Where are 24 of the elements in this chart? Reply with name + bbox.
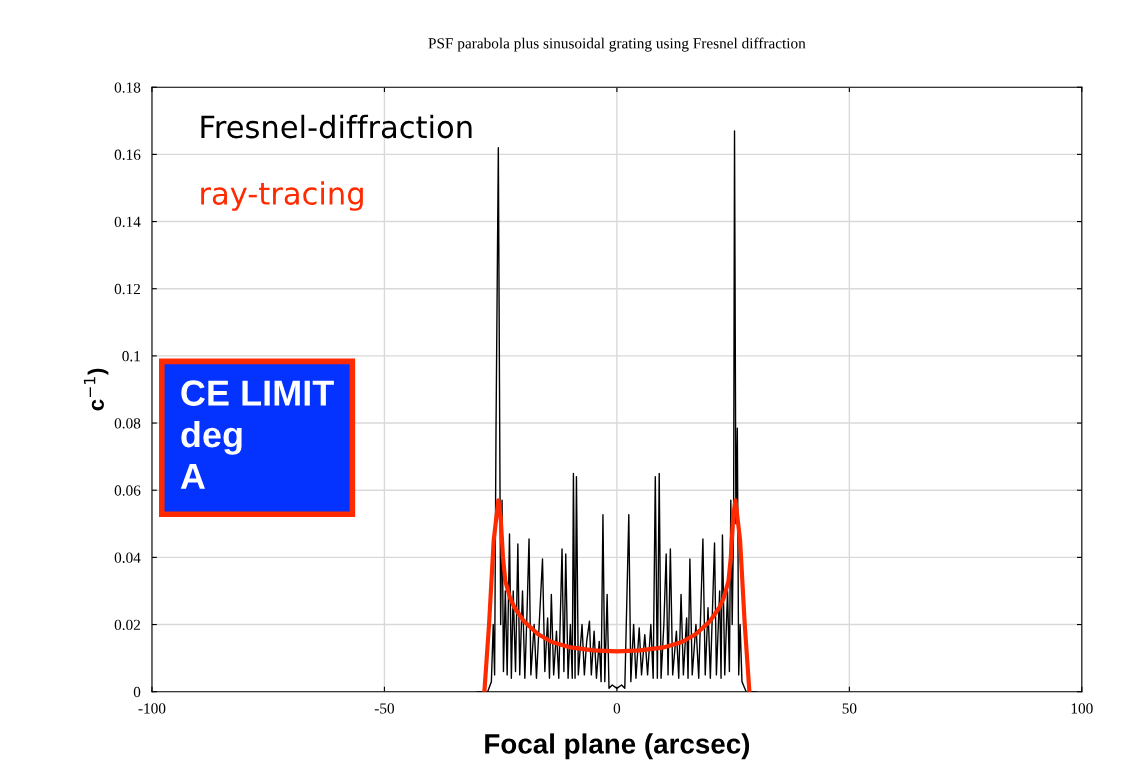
x-tick-label: 50 — [842, 703, 857, 714]
y-tick-label: 0.08 — [114, 418, 141, 429]
x-axis-title: Focal plane (arcsec) — [485, 733, 750, 760]
legend-label: Fresnel-diffraction — [201, 114, 472, 139]
y-tick-label: 0.18 — [114, 82, 141, 93]
annotation: deg — [181, 420, 242, 455]
y-tick-label: 0.04 — [114, 552, 141, 563]
x-tick-label: -100 — [138, 703, 166, 714]
x-tick-label: 0 — [613, 703, 621, 714]
y-tick-label: 0.1 — [122, 351, 140, 362]
y-tick-label: 0 — [133, 686, 141, 698]
annotation: CE LIMIT — [181, 380, 334, 406]
x-tick-label: -50 — [374, 703, 395, 714]
y-tick-label: 0.06 — [114, 485, 141, 496]
y-axis-title: c$^{−1}$) — [83, 368, 109, 411]
text: ray-tracing — [201, 181, 363, 211]
x-tick-label: 100 — [1071, 703, 1093, 714]
chart-title: PSF parabola plus sinusoidal grating using Fresnel diffraction — [428, 37, 806, 52]
y-tick-label: 0.12 — [114, 283, 140, 295]
annotation: A — [180, 463, 205, 489]
y-tick-label: 0.16 — [114, 149, 141, 160]
y-tick-label: 0.14 — [114, 216, 141, 228]
line-series — [482, 498, 752, 692]
y-tick-label: 0.02 — [114, 619, 140, 631]
